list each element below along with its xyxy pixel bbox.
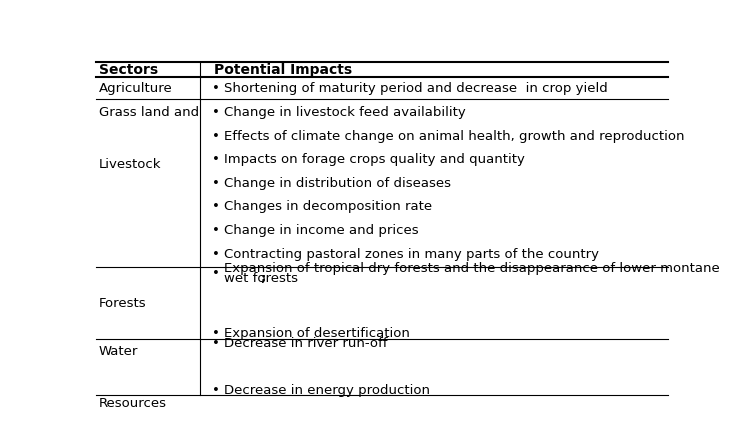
Text: Change in livestock feed availability: Change in livestock feed availability [224, 106, 466, 119]
Text: •: • [212, 384, 219, 397]
Text: wet forests: wet forests [224, 271, 298, 284]
Text: •: • [212, 327, 219, 340]
Text: Sectors: Sectors [99, 63, 158, 77]
Text: •: • [212, 200, 219, 213]
Text: •: • [212, 82, 219, 95]
Text: Effects of climate change on animal health, growth and reproduction: Effects of climate change on animal heal… [224, 130, 684, 143]
Text: Water

Resources: Water Resources [99, 345, 167, 410]
Text: Changes in decomposition rate: Changes in decomposition rate [224, 200, 432, 213]
Text: Expansion of desertification: Expansion of desertification [224, 327, 410, 340]
Text: •: • [212, 153, 219, 166]
Text: Shortening of maturity period and decrease  in crop yield: Shortening of maturity period and decrea… [224, 82, 608, 95]
Text: Forests: Forests [99, 297, 147, 310]
Text: Decrease in energy production: Decrease in energy production [224, 384, 430, 397]
Text: •: • [212, 106, 219, 119]
Text: •: • [212, 267, 219, 280]
Text: Decrease in river run-off: Decrease in river run-off [224, 337, 388, 350]
Text: •: • [212, 337, 219, 350]
Text: Impacts on forage crops quality and quantity: Impacts on forage crops quality and quan… [224, 153, 525, 166]
Text: Grass land and

Livestock: Grass land and Livestock [99, 106, 199, 171]
Text: •: • [212, 130, 219, 143]
Text: •: • [212, 224, 219, 237]
Text: ;: ; [260, 271, 266, 284]
Text: Contracting pastoral zones in many parts of the country: Contracting pastoral zones in many parts… [224, 248, 599, 261]
Text: Potential Impacts: Potential Impacts [214, 63, 352, 77]
Text: •: • [212, 177, 219, 190]
Text: Expansion of tropical dry forests and the disappearance of lower montane: Expansion of tropical dry forests and th… [224, 262, 719, 275]
Text: Agriculture: Agriculture [99, 82, 173, 95]
Text: Change in distribution of diseases: Change in distribution of diseases [224, 177, 451, 190]
Text: Change in income and prices: Change in income and prices [224, 224, 419, 237]
Text: •: • [212, 248, 219, 261]
